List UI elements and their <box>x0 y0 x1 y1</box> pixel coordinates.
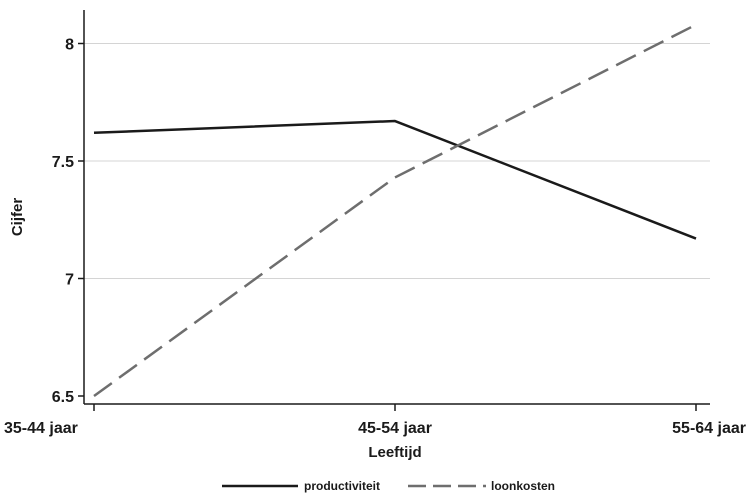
series-line-productiviteit <box>93 119 697 240</box>
y-tick-label-1: 7 <box>65 272 74 289</box>
legend: productiviteit loonkosten <box>222 479 555 493</box>
gridlines <box>84 43 710 279</box>
y-ticks: 6.5 7 7.5 8 <box>52 37 84 406</box>
x-tick-label-2: 55-64 jaar <box>672 420 746 437</box>
y-tick-label-0: 6.5 <box>52 389 74 406</box>
legend-label-loonkosten: loonkosten <box>491 479 555 493</box>
y-axis-label: Cijfer <box>9 198 26 237</box>
x-axis-label: Leeftijd <box>368 444 421 461</box>
x-tick-label-0: 35-44 jaar <box>4 420 78 437</box>
axes <box>83 10 710 405</box>
series-lines <box>93 23 697 398</box>
series-line-loonkosten <box>93 23 697 398</box>
x-ticks: 35-44 jaar 45-54 jaar 55-64 jaar <box>4 404 746 437</box>
y-tick-label-2: 7.5 <box>52 154 74 171</box>
y-tick-label-3: 8 <box>65 37 74 54</box>
legend-label-productiviteit: productiviteit <box>304 479 380 493</box>
x-tick-label-1: 45-54 jaar <box>358 420 432 437</box>
